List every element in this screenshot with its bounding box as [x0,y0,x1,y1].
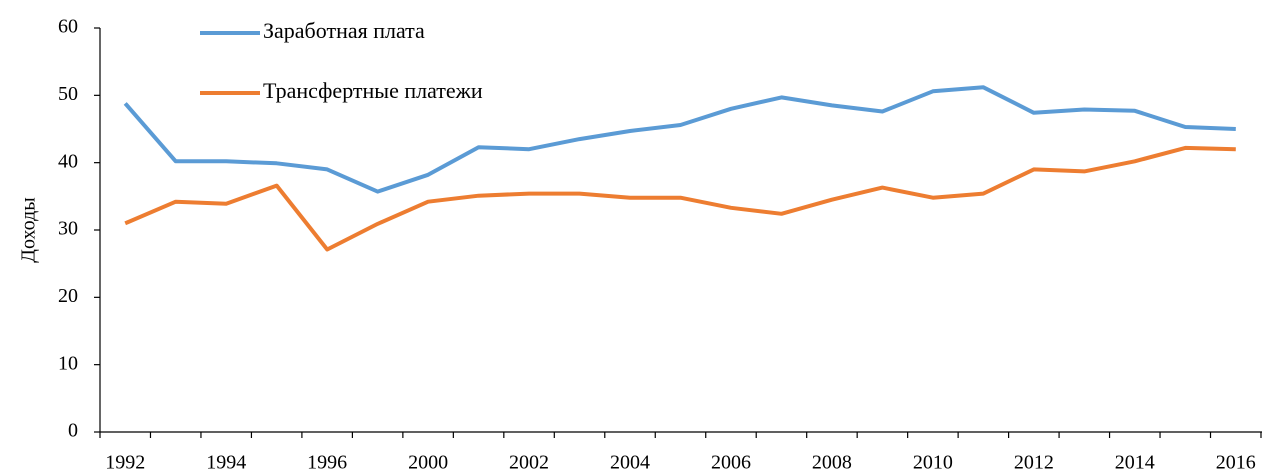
legend-label: Заработная плата [263,18,425,43]
x-tick-label: 2008 [812,452,852,474]
y-axis-label: Доходы [18,197,40,262]
x-tick-label: 1994 [206,452,246,474]
x-tick-label: 2014 [1115,452,1155,474]
x-tick-label: 1996 [307,452,347,474]
x-tick-label: 2000 [408,452,448,474]
y-tick-label: 30 [58,218,78,240]
y-tick-label: 0 [68,420,78,442]
x-tick-label: 2012 [1014,452,1054,474]
y-tick-label: 20 [58,285,78,307]
y-tick-label: 10 [58,352,78,374]
line-series [123,85,1236,194]
x-tick-label: 2010 [913,452,953,474]
y-tick-label: 40 [58,150,78,172]
x-tick-label: 1992 [105,452,145,474]
x-tick-label: 2006 [711,452,751,474]
y-tick-label: 50 [58,83,78,105]
x-tick-label: 2016 [1216,452,1256,474]
x-tick-label: 2004 [610,452,650,474]
legend-label: Трансфертные платежи [263,78,483,103]
y-tick-label: 60 [58,16,78,38]
x-tick-label: 2002 [509,452,549,474]
line-series [124,145,1236,252]
